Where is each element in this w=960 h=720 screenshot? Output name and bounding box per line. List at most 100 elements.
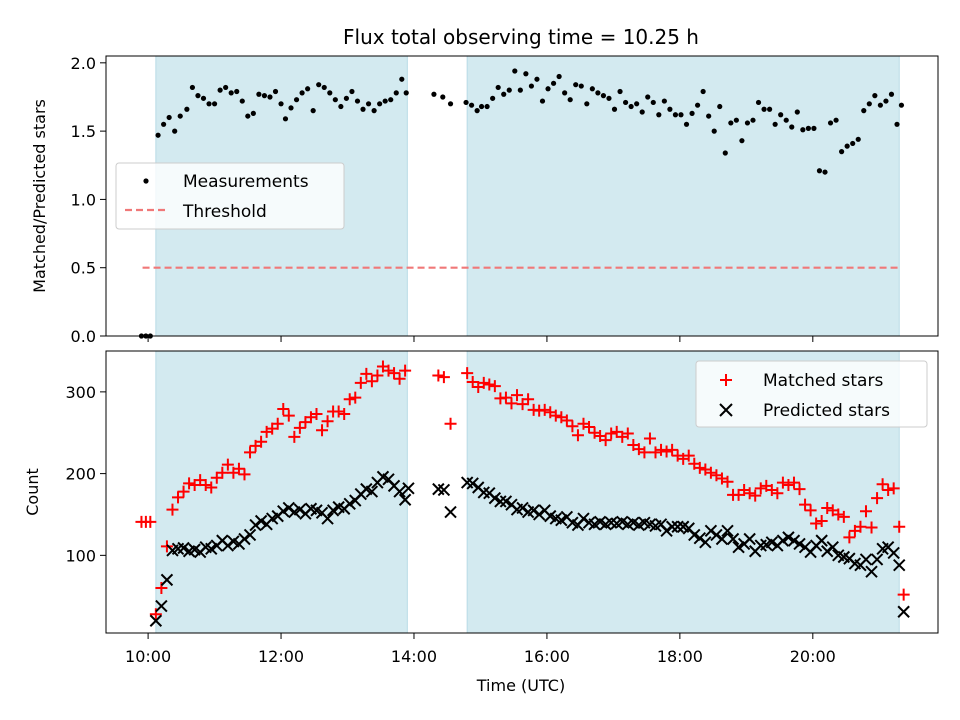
matched-star-point	[271, 417, 284, 430]
matched-star-point	[371, 369, 384, 382]
measurement-point	[562, 90, 568, 96]
measurement-point	[360, 106, 366, 112]
matched-star-point	[821, 501, 834, 514]
measurement-point	[478, 103, 485, 110]
predicted-star-point	[887, 546, 900, 560]
predicted-star-point	[177, 541, 190, 555]
measurement-point	[811, 125, 817, 131]
predicted-star-point	[532, 508, 546, 521]
matched-star-point	[843, 531, 856, 544]
predicted-star-point	[160, 573, 174, 587]
predicted-star-point	[815, 534, 828, 547]
measurement-point	[377, 101, 383, 107]
measurement-point	[833, 117, 839, 123]
top-legend-box	[115, 162, 345, 230]
measurement-point	[866, 101, 872, 107]
matched-star-point	[437, 371, 450, 384]
bottom-y-tick-label: 200	[65, 465, 96, 484]
measurement-point	[517, 87, 523, 93]
predicted-star-point	[660, 524, 673, 538]
predicted-star-point	[721, 524, 734, 538]
measurement-point	[578, 83, 584, 89]
top-y-axis: 0.0 0.5 1.0 1.5 2.0	[71, 54, 106, 346]
matched-star-point	[605, 427, 618, 440]
top-observing-window-2	[467, 56, 900, 336]
x-tick-label: 12:00	[258, 647, 304, 666]
matched-star-point	[887, 482, 900, 495]
matched-star-point	[277, 403, 290, 416]
measurement-point	[600, 93, 607, 99]
measurement-point	[310, 108, 316, 114]
predicted-star-point	[710, 528, 723, 542]
matched-star-point	[505, 397, 518, 410]
measurement-point	[706, 113, 712, 119]
predicted-star-point	[444, 505, 457, 519]
matched-star-point	[221, 458, 234, 471]
predicted-star-point	[249, 518, 262, 532]
matched-star-point	[815, 515, 828, 528]
top-y-tick-label: 2.0	[71, 54, 96, 73]
predicted-star-point	[254, 514, 268, 528]
measurement-point	[338, 103, 344, 110]
measurement-point	[717, 103, 723, 110]
matched-star-point	[560, 414, 573, 427]
predicted-star-point	[704, 524, 718, 538]
matched-star-point	[754, 482, 767, 495]
predicted-star-point	[243, 528, 257, 542]
measurement-point	[189, 84, 196, 91]
matched-star-point	[177, 485, 190, 498]
predicted-star-point	[776, 534, 790, 547]
measurement-points	[138, 68, 905, 339]
measurement-point	[234, 88, 240, 95]
measurement-point	[622, 99, 629, 106]
chart-title: Flux total observing time = 10.25 h	[343, 25, 699, 49]
predicted-star-point	[765, 536, 779, 549]
measurement-point	[700, 88, 706, 95]
measurement-point	[872, 93, 878, 99]
measurement-point	[161, 121, 167, 127]
predicted-star-point	[715, 532, 729, 546]
measurement-point	[155, 132, 161, 138]
matched-star-point	[832, 508, 845, 521]
matched-star-point	[461, 367, 474, 380]
matched-star-point	[160, 540, 173, 553]
matched-star-point	[865, 521, 878, 534]
measurement-point	[365, 101, 372, 107]
matched-star-point	[571, 429, 584, 442]
matched-star-point	[666, 443, 679, 456]
measurement-point	[850, 140, 856, 147]
measurement-point	[661, 98, 667, 104]
matched-star-point	[549, 409, 562, 422]
measurement-point	[501, 91, 507, 97]
predicted-star-point	[466, 477, 479, 490]
matched-star-point	[338, 407, 351, 420]
measurement-point	[839, 149, 845, 155]
measurement-point	[393, 90, 399, 96]
measurement-point	[272, 88, 279, 95]
bottom-y-axis-label: Count	[23, 468, 42, 516]
measurement-point	[403, 90, 409, 96]
predicted-star-point	[787, 534, 801, 547]
matched-star-point	[854, 520, 867, 533]
predicted-star-point	[365, 485, 379, 498]
x-tick-label: 10:00	[125, 647, 171, 666]
matched-star-point	[897, 588, 910, 601]
measurement-point	[349, 88, 355, 95]
predicted-star-point	[693, 531, 707, 545]
predicted-star-point	[893, 558, 906, 572]
measurement-point	[495, 84, 501, 91]
measurement-point	[200, 95, 207, 101]
measurement-point	[645, 94, 651, 100]
matched-star-point	[432, 369, 445, 382]
measurements-legend-marker	[143, 178, 149, 184]
top-y-tick-label: 0.5	[71, 259, 96, 278]
matched-legend-marker	[720, 374, 732, 386]
measurement-point	[321, 84, 327, 91]
predicted-star-point	[555, 513, 568, 527]
predicted-star-point	[282, 501, 296, 515]
x-tick-label: 16:00	[524, 647, 570, 666]
matched-star-point	[793, 483, 806, 496]
bottom-legend-box	[695, 360, 928, 428]
matched-star-point	[693, 461, 706, 474]
measurement-point	[282, 116, 289, 122]
